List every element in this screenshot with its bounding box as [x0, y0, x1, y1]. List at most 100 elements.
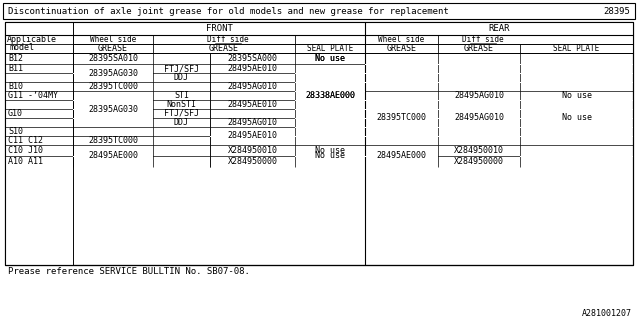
Bar	[520, 73, 632, 74]
Text: DDJ: DDJ	[174, 73, 189, 82]
Bar	[73, 35, 153, 44]
Bar	[296, 117, 365, 118]
Bar	[296, 73, 365, 74]
Text: FTJ/SFJ: FTJ/SFJ	[164, 109, 199, 118]
Text: G10: G10	[8, 109, 23, 118]
Text: No use: No use	[315, 146, 345, 155]
Text: Discontinuation of axle joint grease for old models and new grease for replaceme: Discontinuation of axle joint grease for…	[8, 6, 449, 15]
Text: 28395TC000: 28395TC000	[376, 114, 426, 123]
Text: NonSTI: NonSTI	[166, 100, 196, 109]
Text: B12: B12	[8, 54, 23, 63]
Bar	[3, 3, 635, 19]
Text: No use: No use	[315, 54, 345, 63]
Bar	[365, 126, 438, 127]
Bar	[520, 63, 632, 65]
Text: X284950000: X284950000	[227, 157, 278, 166]
Bar	[5, 22, 633, 265]
Bar	[365, 35, 438, 44]
Bar	[74, 117, 152, 118]
Bar	[438, 82, 520, 83]
Text: SEAL PLATE: SEAL PLATE	[307, 44, 353, 53]
Text: SEAL PLATE: SEAL PLATE	[554, 44, 600, 53]
Bar	[295, 35, 365, 44]
Text: 28495AG010: 28495AG010	[454, 91, 504, 100]
Text: 28395AG030: 28395AG030	[88, 68, 138, 77]
Bar	[438, 126, 520, 127]
Text: No use: No use	[561, 91, 591, 100]
Text: 28495AE010: 28495AE010	[227, 100, 278, 109]
Text: 28495AE000: 28495AE000	[376, 151, 426, 161]
Text: 28395SA010: 28395SA010	[88, 54, 138, 63]
Text: No use: No use	[315, 151, 345, 161]
Text: 28495AG010: 28495AG010	[227, 82, 278, 91]
Text: A10 A11: A10 A11	[8, 157, 43, 166]
Text: G11 -’04MY: G11 -’04MY	[8, 91, 58, 100]
Text: C11 C12: C11 C12	[8, 136, 43, 145]
Bar	[296, 135, 365, 137]
Bar	[296, 108, 365, 109]
Text: No use: No use	[315, 54, 345, 63]
Text: 28395SA000: 28395SA000	[227, 54, 278, 63]
Text: X284950010: X284950010	[454, 146, 504, 155]
Bar	[296, 82, 365, 83]
Text: GREASE: GREASE	[98, 44, 128, 53]
Bar	[520, 126, 632, 127]
Text: B11: B11	[8, 64, 23, 73]
Text: GREASE: GREASE	[209, 44, 239, 53]
Bar	[520, 108, 632, 109]
Text: DDJ: DDJ	[174, 118, 189, 127]
Bar	[438, 63, 520, 65]
Bar	[211, 135, 294, 137]
Bar	[153, 35, 295, 44]
Bar	[438, 73, 520, 74]
Bar	[295, 44, 365, 53]
Bar	[365, 44, 438, 53]
Bar	[365, 135, 438, 137]
Bar	[153, 44, 295, 53]
Text: X284950010: X284950010	[227, 146, 278, 155]
Bar	[438, 44, 520, 53]
Bar	[365, 63, 438, 65]
Text: GREASE: GREASE	[387, 44, 417, 53]
Text: REAR: REAR	[488, 24, 509, 33]
Bar	[520, 135, 632, 137]
Text: Prease reference SERVICE BULLTIN No. SB07-08.: Prease reference SERVICE BULLTIN No. SB0…	[8, 268, 250, 276]
Text: GREASE: GREASE	[464, 44, 494, 53]
Text: 28495AG010: 28495AG010	[227, 118, 278, 127]
Text: 28395TC000: 28395TC000	[88, 82, 138, 91]
Text: STI: STI	[174, 91, 189, 100]
Text: 28395: 28395	[603, 6, 630, 15]
Bar	[296, 126, 365, 127]
Bar	[74, 73, 152, 74]
Text: X284950000: X284950000	[454, 157, 504, 166]
Bar	[365, 22, 633, 35]
Bar	[365, 108, 438, 109]
Text: S10: S10	[8, 127, 23, 136]
Bar	[74, 108, 152, 109]
Bar	[5, 22, 633, 265]
Text: Wheel side: Wheel side	[90, 35, 136, 44]
Text: B10: B10	[8, 82, 23, 91]
Bar	[365, 82, 438, 83]
Text: model: model	[10, 43, 35, 52]
Text: 28495AG010: 28495AG010	[454, 114, 504, 123]
Text: 28395AG030: 28395AG030	[88, 105, 138, 114]
Bar	[296, 91, 365, 92]
Bar	[365, 73, 438, 74]
Bar	[438, 135, 520, 137]
Bar	[5, 22, 73, 265]
Text: Diff side: Diff side	[462, 35, 504, 44]
Text: 28495AE010: 28495AE010	[227, 132, 278, 140]
Text: A281001207: A281001207	[582, 308, 632, 317]
Bar	[520, 117, 632, 118]
Text: 28395TC000: 28395TC000	[88, 136, 138, 145]
Bar	[365, 117, 438, 118]
Text: C10 J10: C10 J10	[8, 146, 43, 155]
Bar	[73, 44, 153, 53]
Text: 28495AE010: 28495AE010	[227, 64, 278, 73]
Text: No use: No use	[561, 114, 591, 123]
Text: FTJ/SFJ: FTJ/SFJ	[164, 64, 199, 73]
Text: 28495AE000: 28495AE000	[88, 151, 138, 161]
Bar	[438, 35, 633, 44]
Text: 28338AE000: 28338AE000	[305, 91, 355, 100]
